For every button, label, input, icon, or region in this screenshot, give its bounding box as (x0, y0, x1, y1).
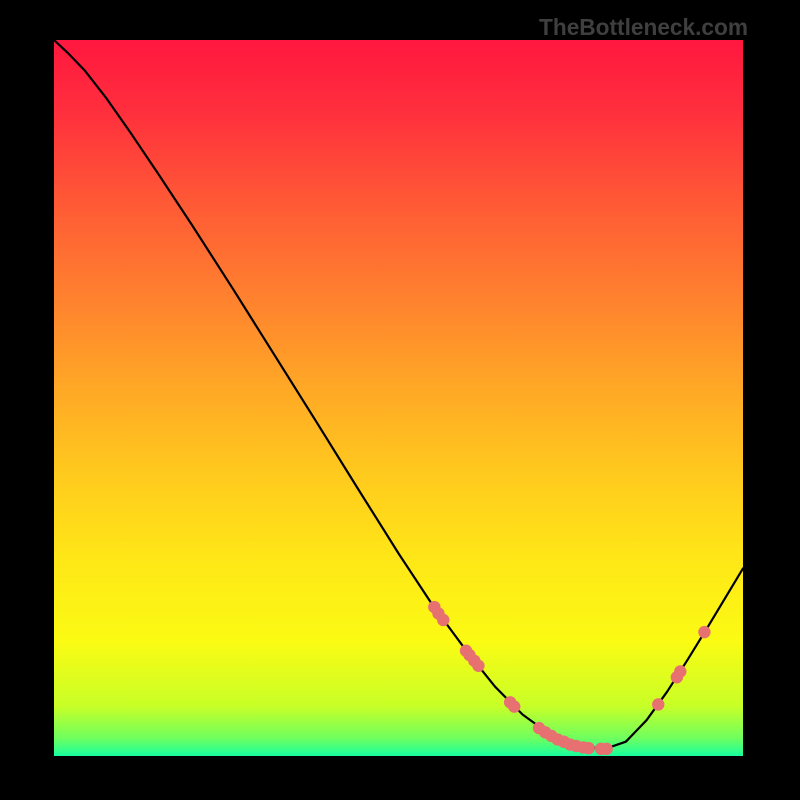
data-marker (437, 614, 449, 626)
watermark-text: TheBottleneck.com (539, 14, 748, 41)
stage: TheBottleneck.com (0, 0, 800, 800)
data-marker (508, 700, 520, 712)
data-marker (582, 742, 594, 754)
plot-svg (54, 40, 743, 756)
gradient-background (54, 40, 743, 756)
data-marker (652, 698, 664, 710)
data-marker (698, 626, 710, 638)
data-marker (472, 660, 484, 672)
data-marker (600, 743, 612, 755)
plot-area (54, 40, 743, 756)
data-marker (674, 665, 686, 677)
